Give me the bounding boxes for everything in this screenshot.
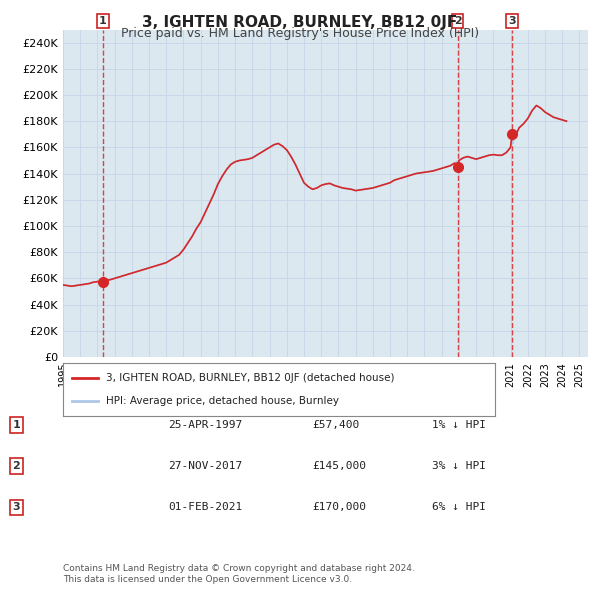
Text: 6% ↓ HPI: 6% ↓ HPI bbox=[432, 503, 486, 512]
Text: 3, IGHTEN ROAD, BURNLEY, BB12 0JF: 3, IGHTEN ROAD, BURNLEY, BB12 0JF bbox=[142, 15, 458, 30]
Text: This data is licensed under the Open Government Licence v3.0.: This data is licensed under the Open Gov… bbox=[63, 575, 352, 584]
Text: £57,400: £57,400 bbox=[312, 420, 359, 430]
Text: Price paid vs. HM Land Registry's House Price Index (HPI): Price paid vs. HM Land Registry's House … bbox=[121, 27, 479, 40]
Text: 3: 3 bbox=[13, 503, 20, 512]
Text: 27-NOV-2017: 27-NOV-2017 bbox=[168, 461, 242, 471]
Text: Contains HM Land Registry data © Crown copyright and database right 2024.: Contains HM Land Registry data © Crown c… bbox=[63, 565, 415, 573]
Text: 1: 1 bbox=[99, 17, 107, 26]
Text: 3, IGHTEN ROAD, BURNLEY, BB12 0JF (detached house): 3, IGHTEN ROAD, BURNLEY, BB12 0JF (detac… bbox=[106, 373, 395, 383]
Text: 01-FEB-2021: 01-FEB-2021 bbox=[168, 503, 242, 512]
Text: £145,000: £145,000 bbox=[312, 461, 366, 471]
Text: 3% ↓ HPI: 3% ↓ HPI bbox=[432, 461, 486, 471]
Text: 1: 1 bbox=[13, 420, 20, 430]
Text: 25-APR-1997: 25-APR-1997 bbox=[168, 420, 242, 430]
Text: 2: 2 bbox=[454, 17, 461, 26]
Text: HPI: Average price, detached house, Burnley: HPI: Average price, detached house, Burn… bbox=[106, 396, 339, 406]
Text: £170,000: £170,000 bbox=[312, 503, 366, 512]
Text: 3: 3 bbox=[508, 17, 516, 26]
Text: 2: 2 bbox=[13, 461, 20, 471]
Text: 1% ↓ HPI: 1% ↓ HPI bbox=[432, 420, 486, 430]
